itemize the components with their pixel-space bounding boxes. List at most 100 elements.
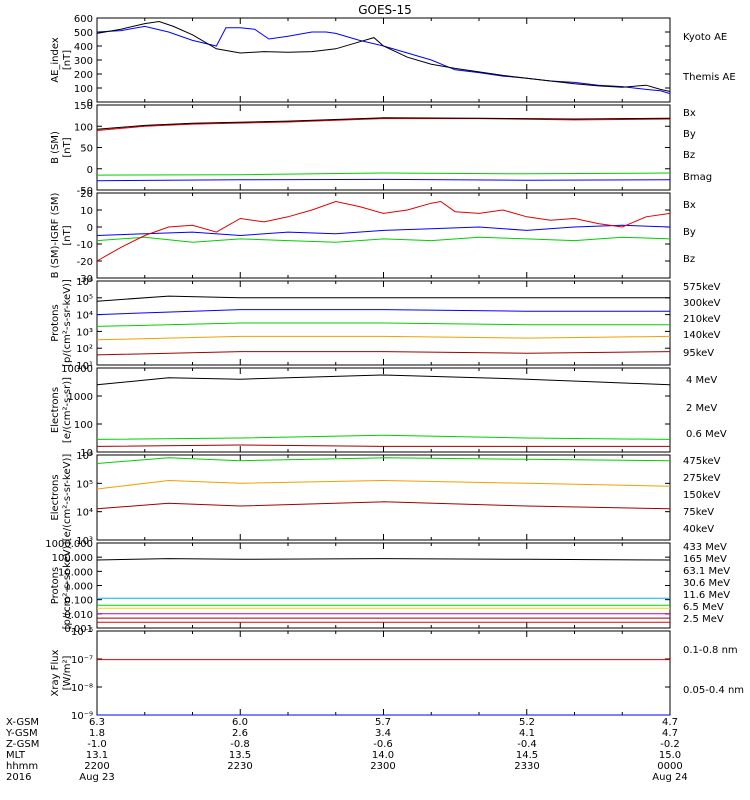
legend-label: 140keV xyxy=(683,330,721,341)
series-line-bmag xyxy=(96,117,671,130)
series-line-bx xyxy=(96,224,671,237)
series-line-150kev xyxy=(96,457,671,464)
x-table-row-label: hhmm xyxy=(6,761,38,772)
y-tick-label: 100.000 xyxy=(52,553,93,564)
x-table-cell: 14.5 xyxy=(516,750,538,761)
x-table-cell: 4.1 xyxy=(519,728,535,739)
series-line-themis-ae xyxy=(96,20,671,92)
legend-label: Kyoto AE xyxy=(683,32,727,43)
panel-protons: 10¹ 10² 10³ 10⁴ 10⁵ 10⁶ Protons [p/(cm²-s-sr-ke… xyxy=(50,277,671,372)
legend-label: 0.1-0.8 nm xyxy=(683,645,738,656)
y-tick-label: 600 xyxy=(74,14,93,25)
x-table-cell: -1.0 xyxy=(87,739,107,750)
x-table-cell: 2230 xyxy=(227,761,252,772)
y-tick-label: 0.100 xyxy=(64,596,93,607)
panel-bigrf: -30 -20 -10 0 10 20 B (SM)-IGRF (SM) [nT] xyxy=(50,189,671,285)
legend-label: 6.5 MeV xyxy=(683,602,724,613)
series-line-bz xyxy=(96,118,671,131)
y-tick-label: 1.000 xyxy=(64,582,93,593)
legend-label: 165 MeV xyxy=(683,554,727,565)
legend-label: 433 MeV xyxy=(683,542,727,553)
panel-bsm: -50 0 50 100 150 B (SM) [nT] xyxy=(50,101,671,197)
y-tick-label: 10⁵ xyxy=(76,294,93,305)
y-axis-label: B (SM)-IGRF (SM) xyxy=(50,193,61,279)
x-table-cell: Aug 24 xyxy=(652,772,687,783)
y-tick-label: 10⁴ xyxy=(76,508,93,519)
x-table-cell: -0.6 xyxy=(373,739,393,750)
legend-label: 150keV xyxy=(683,490,721,501)
x-table-cell: -0.8 xyxy=(230,739,250,750)
series-line-475kev xyxy=(96,501,671,510)
x-table-cell: 5.2 xyxy=(519,717,535,728)
y-tick-label: 150 xyxy=(74,101,93,112)
panel-frame xyxy=(96,192,671,279)
y-tick-label: 10⁻⁶ xyxy=(71,627,93,638)
x-table-cell: 15.0 xyxy=(659,750,681,761)
y-axis-label: [nT] xyxy=(62,225,73,245)
y-axis-label: [nT] xyxy=(62,50,73,70)
y-axis-label: Protons xyxy=(50,567,61,604)
legend-label: 11.6 MeV xyxy=(683,590,730,601)
y-tick-label: 500 xyxy=(74,28,93,39)
y-axis-label: [e/(cm²-s-sr-keV)] xyxy=(62,454,73,542)
x-table-cell: 14.0 xyxy=(372,750,394,761)
legend-label: By xyxy=(683,227,696,238)
x-table-cell: 0000 xyxy=(657,761,682,772)
series-line-210kev xyxy=(96,322,670,327)
y-tick-label: 10.000 xyxy=(58,567,93,578)
series-line-bx xyxy=(96,178,671,182)
y-tick-label: 300 xyxy=(74,56,93,67)
series-line-2-mev xyxy=(96,434,671,440)
y-tick-label: 10 xyxy=(80,206,93,217)
x-table-cell: Aug 23 xyxy=(79,772,114,783)
y-tick-label: 10⁶ xyxy=(76,451,93,462)
y-tick-label: -10 xyxy=(77,240,93,251)
y-axis-label: B (SM) xyxy=(50,131,61,164)
y-tick-label: 10² xyxy=(76,344,93,355)
legends-group: Kyoto AE Themis AE Bx By Bz Bmag Bx By Bz 575keV 3… xyxy=(682,32,744,696)
series-line-575kev xyxy=(96,351,671,356)
series-line-140kev xyxy=(96,309,670,316)
y-tick-label: 10000 xyxy=(61,364,93,375)
x-table-cell: 2300 xyxy=(370,761,395,772)
legend-label: Bz xyxy=(683,150,695,161)
panel-hiprotons: 0.001 0.010 0.100 1.000 10.000 100.000 1000.00… xyxy=(45,539,671,635)
y-tick-label: 1000 xyxy=(68,392,93,403)
x-table-cell: 2.6 xyxy=(232,728,248,739)
y-tick-label: 10⁻⁸ xyxy=(71,683,93,694)
plot-title: GOES-15 xyxy=(358,3,412,17)
y-tick-label: 10⁻⁹ xyxy=(71,711,93,722)
legend-label: 300keV xyxy=(683,298,721,309)
legend-label: 4 MeV xyxy=(686,375,717,386)
panel-frame xyxy=(96,542,671,629)
panel-xray: 10⁻⁹ 10⁻⁸ 10⁻⁷ 10⁻⁶ Xray Flux [W/m²] xyxy=(50,627,671,722)
series-line-300kev xyxy=(96,335,671,341)
series-line-kyoto-ae xyxy=(96,25,671,95)
y-axis-label: [e/(cm²-s-sr)] xyxy=(62,377,73,443)
y-axis-label: [p/(cm²-s-sr-keV)] xyxy=(62,542,73,630)
x-table-cell: -0.4 xyxy=(517,739,537,750)
y-tick-label: 100 xyxy=(74,122,93,133)
series-line-0.6-mev xyxy=(96,374,671,386)
legend-label: 63.1 MeV xyxy=(683,566,730,577)
x-table-cell: 2200 xyxy=(84,761,109,772)
y-tick-label: 10⁻⁷ xyxy=(71,655,93,666)
y-axis-label: Electrons xyxy=(50,474,61,520)
legend-label: Themis AE xyxy=(682,72,736,83)
x-table-cell: 4.7 xyxy=(662,717,678,728)
y-axis-label: [nT] xyxy=(62,137,73,157)
y-tick-label: 10³ xyxy=(76,327,93,338)
y-tick-label: -50 xyxy=(77,186,93,197)
y-axis-label: Xray Flux xyxy=(50,649,61,696)
x-table-cell: 6.0 xyxy=(232,717,248,728)
y-tick-label: 0 xyxy=(87,223,93,234)
y-tick-label: 10 xyxy=(80,448,93,459)
y-tick-label: 0 xyxy=(87,165,93,176)
y-tick-label: 400 xyxy=(74,42,93,53)
y-axis-label: [W/m²] xyxy=(62,655,73,690)
y-tick-label: 200 xyxy=(74,70,93,81)
y-tick-label: -20 xyxy=(77,257,93,268)
x-table-row-label: Z-GSM xyxy=(6,739,39,750)
